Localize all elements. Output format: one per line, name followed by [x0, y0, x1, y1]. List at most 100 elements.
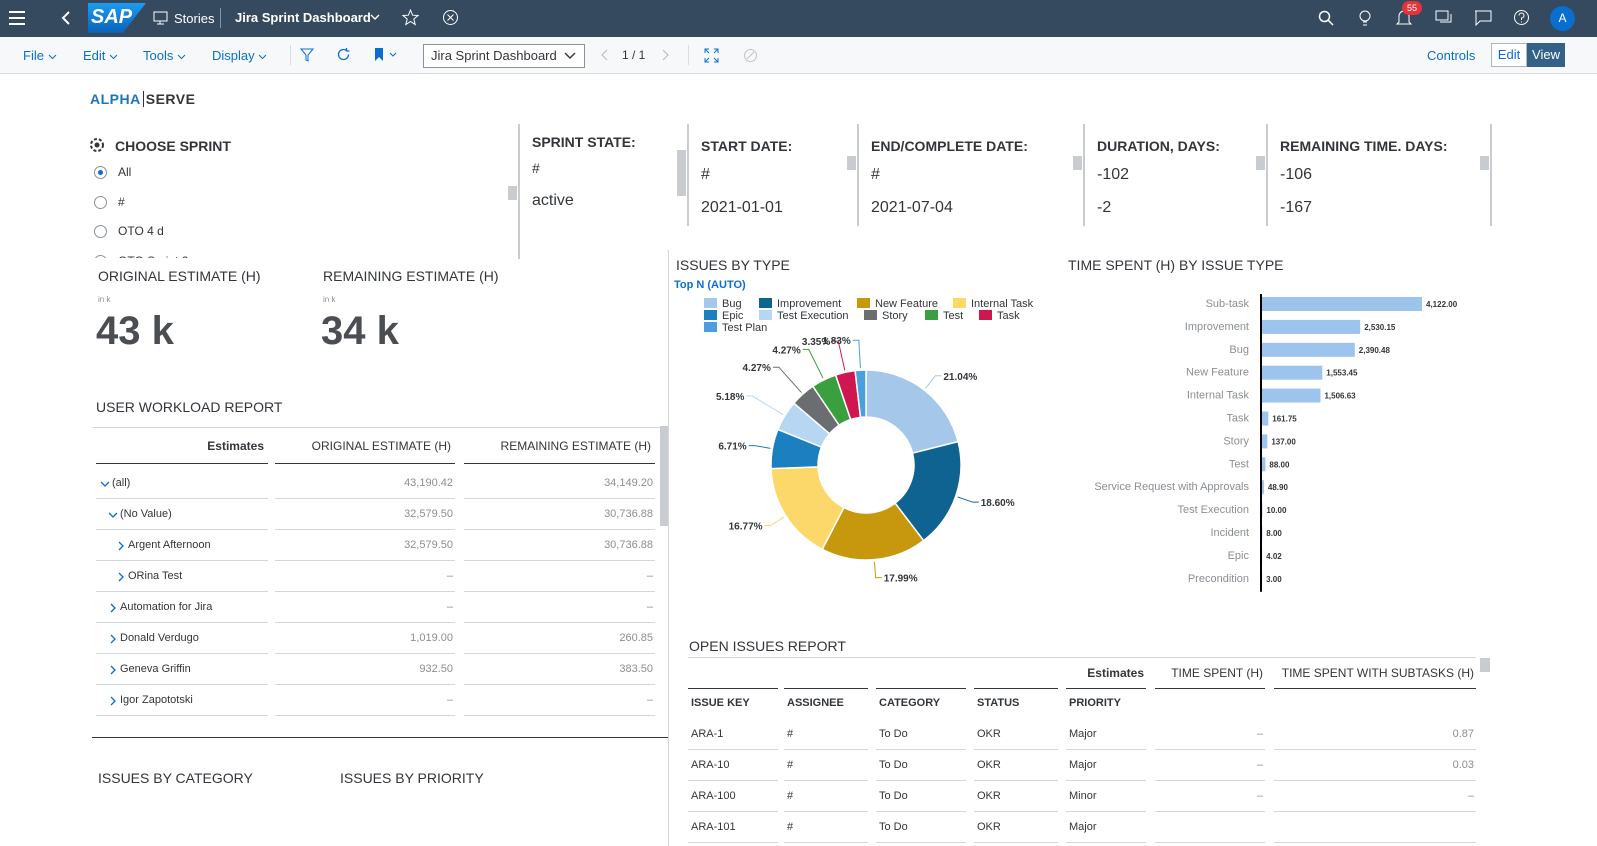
avatar[interactable]: A: [1550, 6, 1575, 31]
row-label[interactable]: (all): [112, 477, 131, 489]
expand-toggle[interactable]: [108, 510, 118, 520]
value-label: 161.75: [1272, 415, 1297, 424]
menu-icon[interactable]: [8, 10, 26, 26]
row-rule: [96, 622, 268, 623]
row-label[interactable]: (No Value): [120, 508, 172, 520]
refresh-icon[interactable]: [336, 47, 351, 62]
header-rule: [688, 657, 1476, 658]
row-rule: [784, 842, 868, 843]
cell: ARA-1: [691, 728, 724, 740]
story-name[interactable]: Jira Sprint Dashboard: [235, 10, 371, 25]
leader-line: [764, 516, 785, 526]
sprint-option[interactable]: OTO 4 d: [118, 224, 164, 238]
row-label[interactable]: Geneva Griffin: [120, 663, 191, 675]
close-icon[interactable]: [442, 9, 459, 26]
scrollbar[interactable]: [660, 426, 668, 526]
legend-swatch: [857, 298, 870, 308]
edit-button[interactable]: Edit: [1491, 43, 1527, 67]
estimate-value: 34 k: [321, 309, 399, 353]
radio[interactable]: [94, 166, 107, 179]
legend-swatch: [704, 322, 717, 332]
value-label: 2,390.48: [1359, 346, 1391, 355]
bookmark-icon[interactable]: [374, 47, 398, 62]
expand-toggle[interactable]: [108, 665, 118, 675]
header-rule: [876, 688, 966, 689]
row-rule: [688, 780, 778, 781]
cell: 260.85: [619, 632, 653, 644]
row-rule: [275, 715, 455, 716]
chart-title: TIME SPENT (H) BY ISSUE TYPE: [1068, 257, 1284, 273]
radio[interactable]: [94, 195, 107, 209]
favorite-icon[interactable]: [402, 9, 419, 26]
radio[interactable]: [94, 225, 107, 238]
value-label: 4,122.00: [1426, 300, 1458, 309]
row-rule: [974, 811, 1058, 812]
cell: 1,019.00: [410, 632, 453, 644]
view-button[interactable]: View: [1527, 43, 1565, 67]
legend-label: Epic: [722, 310, 744, 322]
header-rule: [1274, 688, 1476, 689]
cell: To Do: [879, 821, 908, 833]
sprint-option[interactable]: #: [118, 194, 125, 209]
row-rule: [1155, 780, 1265, 781]
legend-swatch: [759, 298, 772, 308]
kpi-value: -106: [1280, 166, 1313, 183]
notification-badge[interactable]: 55: [1402, 1, 1422, 15]
cell: OKR: [977, 821, 1001, 833]
value-label: 1,553.45: [1326, 369, 1358, 378]
app-name[interactable]: Stories: [174, 11, 215, 26]
feedback-icon[interactable]: [1474, 10, 1492, 26]
expand-toggle[interactable]: [108, 696, 118, 706]
value-label: 3.00: [1266, 575, 1282, 584]
row-label[interactable]: Igor Zapototski: [120, 694, 193, 706]
expand-toggle[interactable]: [116, 541, 126, 551]
row-label[interactable]: Argent Afternoon: [128, 539, 211, 551]
filter-icon[interactable]: [300, 48, 314, 62]
expand-toggle[interactable]: [100, 479, 110, 489]
expand-toggle[interactable]: [116, 572, 126, 582]
chevron[interactable]: [370, 14, 380, 22]
divider: [290, 45, 291, 65]
fullscreen-icon[interactable]: [704, 48, 719, 63]
menu[interactable]: File: [23, 48, 57, 63]
row-label[interactable]: Donald Verdugo: [120, 632, 199, 644]
search-icon[interactable]: [1318, 10, 1334, 26]
chevron: [258, 54, 267, 60]
sprint-option[interactable]: All: [118, 165, 132, 179]
header-rule: [96, 463, 268, 464]
row-label[interactable]: ORina Test: [128, 570, 183, 582]
row-rule: [876, 842, 966, 843]
prev-icon[interactable]: [600, 49, 608, 61]
help-icon[interactable]: [1513, 9, 1530, 26]
page-select-text[interactable]: Jira Sprint Dashboard: [431, 48, 557, 63]
category-label: Bug: [1229, 344, 1249, 356]
menu[interactable]: Display: [212, 48, 267, 63]
sprint-option[interactable]: OTO Sprint 2: [118, 254, 188, 259]
legend-label: New Feature: [875, 298, 938, 310]
row-label[interactable]: Automation for Jira: [120, 601, 213, 613]
ideas-icon[interactable]: [1358, 9, 1372, 27]
scrollbar[interactable]: [1480, 658, 1490, 672]
cell: To Do: [879, 790, 908, 802]
legend-swatch: [979, 310, 992, 320]
bar: [1262, 297, 1422, 311]
menu[interactable]: Edit: [83, 48, 118, 63]
next-icon[interactable]: [662, 49, 670, 61]
scroll-thumb: [508, 186, 517, 200]
sprint-options: All # OTO 4 d OTO Sprint 2: [90, 160, 290, 258]
expand-toggle[interactable]: [108, 634, 118, 644]
menu[interactable]: Tools: [143, 48, 186, 63]
chevron: [48, 54, 56, 60]
chat-icon[interactable]: [1435, 10, 1453, 26]
estimate-value: 43 k: [96, 309, 174, 353]
back-icon[interactable]: [60, 10, 72, 26]
expand-toggle[interactable]: [108, 603, 118, 613]
row-rule: [275, 529, 455, 530]
estimate-label: ORIGINAL ESTIMATE (H): [98, 268, 261, 284]
scroll-thumb: [1256, 156, 1265, 170]
page-select[interactable]: [423, 44, 585, 68]
chevron[interactable]: [564, 52, 576, 60]
controls-button[interactable]: Controls: [1427, 48, 1476, 63]
divider: [1083, 124, 1085, 226]
